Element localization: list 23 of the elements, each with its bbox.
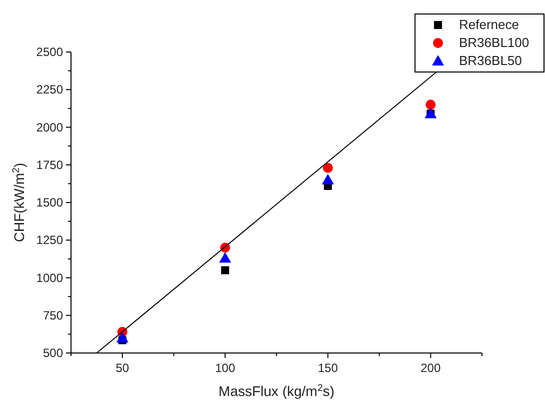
- x-tick-label: 200: [420, 361, 441, 375]
- y-tick-label: 500: [42, 346, 64, 360]
- point: [116, 332, 128, 342]
- x-axis-title: MassFlux (kg/m$^{2}$s): [218, 382, 334, 399]
- x-tick-label: 100: [215, 361, 236, 375]
- legend-label: Refernece: [459, 17, 519, 32]
- y-tick-label: 2500: [36, 45, 64, 59]
- y-tick-label: 750: [42, 308, 64, 322]
- y-tick-label: 1500: [36, 196, 64, 210]
- point: [322, 174, 334, 184]
- x-tick-label: 150: [318, 361, 338, 375]
- point: [219, 252, 232, 263]
- x-tick-label: 50: [116, 361, 130, 375]
- y-tick-label: 1750: [36, 158, 64, 172]
- y-tick-label: 2000: [36, 120, 64, 134]
- legend-label: BR36BL50: [459, 53, 522, 68]
- y-tick-label: 1000: [36, 270, 64, 285]
- y-tick-label: 2250: [36, 82, 64, 97]
- point: [221, 266, 230, 274]
- y-tick-label: 1250: [36, 233, 64, 248]
- legend-label: BR36BL100: [459, 35, 530, 50]
- point: [322, 162, 333, 173]
- point: [426, 100, 436, 110]
